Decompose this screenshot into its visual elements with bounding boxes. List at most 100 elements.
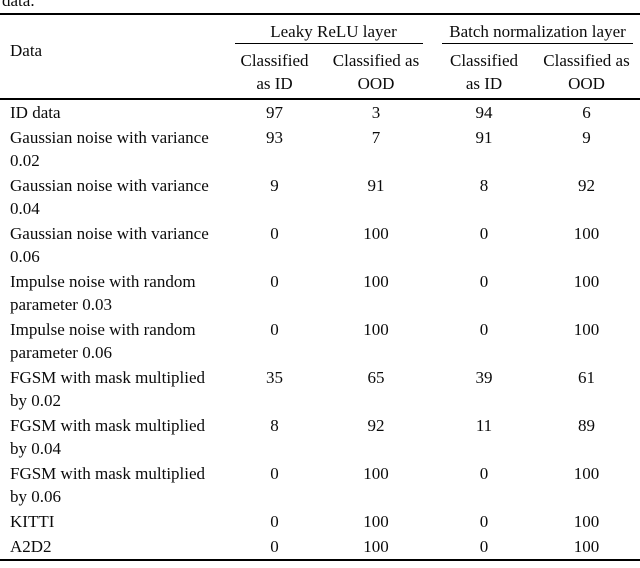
value-cell: 100 (363, 464, 389, 483)
group-underline-leaky (235, 43, 423, 44)
table-row-id-data: ID data 97 3 94 6 (0, 99, 640, 125)
value-cell: 100 (573, 464, 600, 483)
value-cell: 6 (582, 103, 591, 122)
value-cell: 0 (270, 512, 279, 531)
row-label: ID data (0, 99, 232, 125)
row-label: Gaussian noise with variance 0.06 (0, 221, 232, 269)
row-label-line: FGSM with mask multiplied (10, 464, 206, 483)
table-row-gaussian-002: Gaussian noise with variance 0.02 93 7 9… (0, 125, 640, 173)
table-row-kitti: KITTI 0 100 0 100 (0, 509, 640, 534)
table-row-fgsm-002: FGSM with mask multiplied by 0.02 35 65 … (0, 365, 640, 413)
row-label: FGSM with mask multiplied by 0.06 (0, 461, 232, 509)
value-cell: 7 (371, 128, 381, 147)
row-label: Gaussian noise with variance 0.04 (0, 173, 232, 221)
value-cell: 91 (475, 128, 493, 147)
row-label: FGSM with mask multiplied by 0.02 (0, 365, 232, 413)
subheader-line: OOD (357, 74, 395, 93)
value-cell: 0 (479, 272, 489, 291)
value-cell: 0 (270, 224, 279, 243)
table-row-fgsm-006: FGSM with mask multiplied by 0.06 0 100 … (0, 461, 640, 509)
value-cell: 89 (578, 416, 595, 435)
subheader-line: Classified as (332, 51, 420, 70)
group-underline-row (0, 43, 640, 49)
row-label-line: 0.06 (10, 247, 40, 266)
row-label-line: Impulse noise with random (10, 272, 196, 291)
value-cell: 35 (266, 368, 283, 387)
subheader-line: Classified (450, 51, 518, 70)
value-cell: 65 (367, 368, 385, 387)
value-cell: 100 (573, 224, 600, 243)
subheader-line: OOD (568, 74, 605, 93)
value-cell: 0 (479, 537, 489, 556)
value-cell: 93 (266, 128, 283, 147)
row-label: Impulse noise with random parameter 0.06 (0, 317, 232, 365)
row-label: Impulse noise with random parameter 0.03 (0, 269, 232, 317)
value-cell: 100 (573, 272, 600, 291)
row-label-line: FGSM with mask multiplied (10, 416, 206, 435)
row-label: Gaussian noise with variance 0.02 (0, 125, 232, 173)
value-cell: 100 (363, 537, 389, 556)
table-row-gaussian-004: Gaussian noise with variance 0.04 9 91 8… (0, 173, 640, 221)
value-cell: 0 (270, 464, 279, 483)
value-cell: 100 (363, 512, 389, 531)
value-cell: 0 (479, 512, 489, 531)
row-label-line: by 0.04 (10, 439, 61, 458)
subheader-line: Classified as (543, 51, 630, 70)
table-body: ID data 97 3 94 6 Gaussian noise with va… (0, 99, 640, 560)
value-cell: 100 (573, 537, 600, 556)
value-cell: 92 (578, 176, 595, 195)
value-cell: 39 (475, 368, 493, 387)
value-cell: 9 (582, 128, 591, 147)
value-cell: 92 (367, 416, 385, 435)
value-cell: 97 (266, 103, 283, 122)
row-label-line: Gaussian noise with variance (10, 128, 209, 147)
caption-fragment: data. (0, 0, 640, 13)
value-cell: 0 (479, 464, 489, 483)
value-cell: 0 (479, 320, 489, 339)
value-cell: 91 (367, 176, 385, 195)
value-cell: 0 (270, 537, 279, 556)
group-underline-batch (442, 43, 634, 44)
group-header-row: Data Leaky ReLU layer Batch normalizatio… (0, 14, 640, 100)
value-cell: 100 (363, 224, 389, 243)
row-label-line: Gaussian noise with variance (10, 176, 209, 195)
caption-fragment-text: data. (2, 0, 35, 10)
value-cell: 100 (363, 320, 389, 339)
row-label-line: parameter 0.03 (10, 295, 112, 314)
row-label-line: ID data (10, 103, 61, 122)
value-cell: 0 (479, 224, 489, 243)
value-cell: 8 (270, 416, 279, 435)
row-label-line: KITTI (10, 512, 55, 531)
table-row-impulse-006: Impulse noise with random parameter 0.06… (0, 317, 640, 365)
column-header-leaky-id: Classified as ID (232, 49, 317, 100)
table-row-a2d2: A2D2 0 100 0 100 (0, 534, 640, 560)
value-cell: 100 (363, 272, 389, 291)
value-cell: 11 (475, 416, 493, 435)
value-cell: 100 (573, 320, 600, 339)
table-row-impulse-003: Impulse noise with random parameter 0.03… (0, 269, 640, 317)
column-header-batch-id: Classified as ID (435, 49, 533, 100)
table-header: Data Leaky ReLU layer Batch normalizatio… (0, 14, 640, 100)
row-label: KITTI (0, 509, 232, 534)
table-row-gaussian-006: Gaussian noise with variance 0.06 0 100 … (0, 221, 640, 269)
subheader-line: Classified (240, 51, 309, 70)
row-label: A2D2 (0, 534, 232, 560)
value-cell: 8 (479, 176, 489, 195)
value-cell: 3 (371, 103, 381, 122)
row-label-line: Gaussian noise with variance (10, 224, 209, 243)
row-label-line: by 0.06 (10, 487, 61, 506)
value-cell: 0 (270, 272, 279, 291)
row-label-line: parameter 0.06 (10, 343, 112, 362)
value-cell: 0 (270, 320, 279, 339)
row-label-line: Impulse noise with random (10, 320, 196, 339)
group-header-batch-norm: Batch normalization layer (449, 22, 626, 41)
table-row-fgsm-004: FGSM with mask multiplied by 0.04 8 92 1… (0, 413, 640, 461)
row-label-line: A2D2 (10, 537, 52, 556)
results-table: Data Leaky ReLU layer Batch normalizatio… (0, 13, 640, 561)
group-underline-cell-leaky (232, 43, 435, 49)
row-label: FGSM with mask multiplied by 0.04 (0, 413, 232, 461)
row-label-line: 0.04 (10, 199, 40, 218)
value-cell: 61 (578, 368, 595, 387)
column-header-data: Data (0, 14, 232, 100)
